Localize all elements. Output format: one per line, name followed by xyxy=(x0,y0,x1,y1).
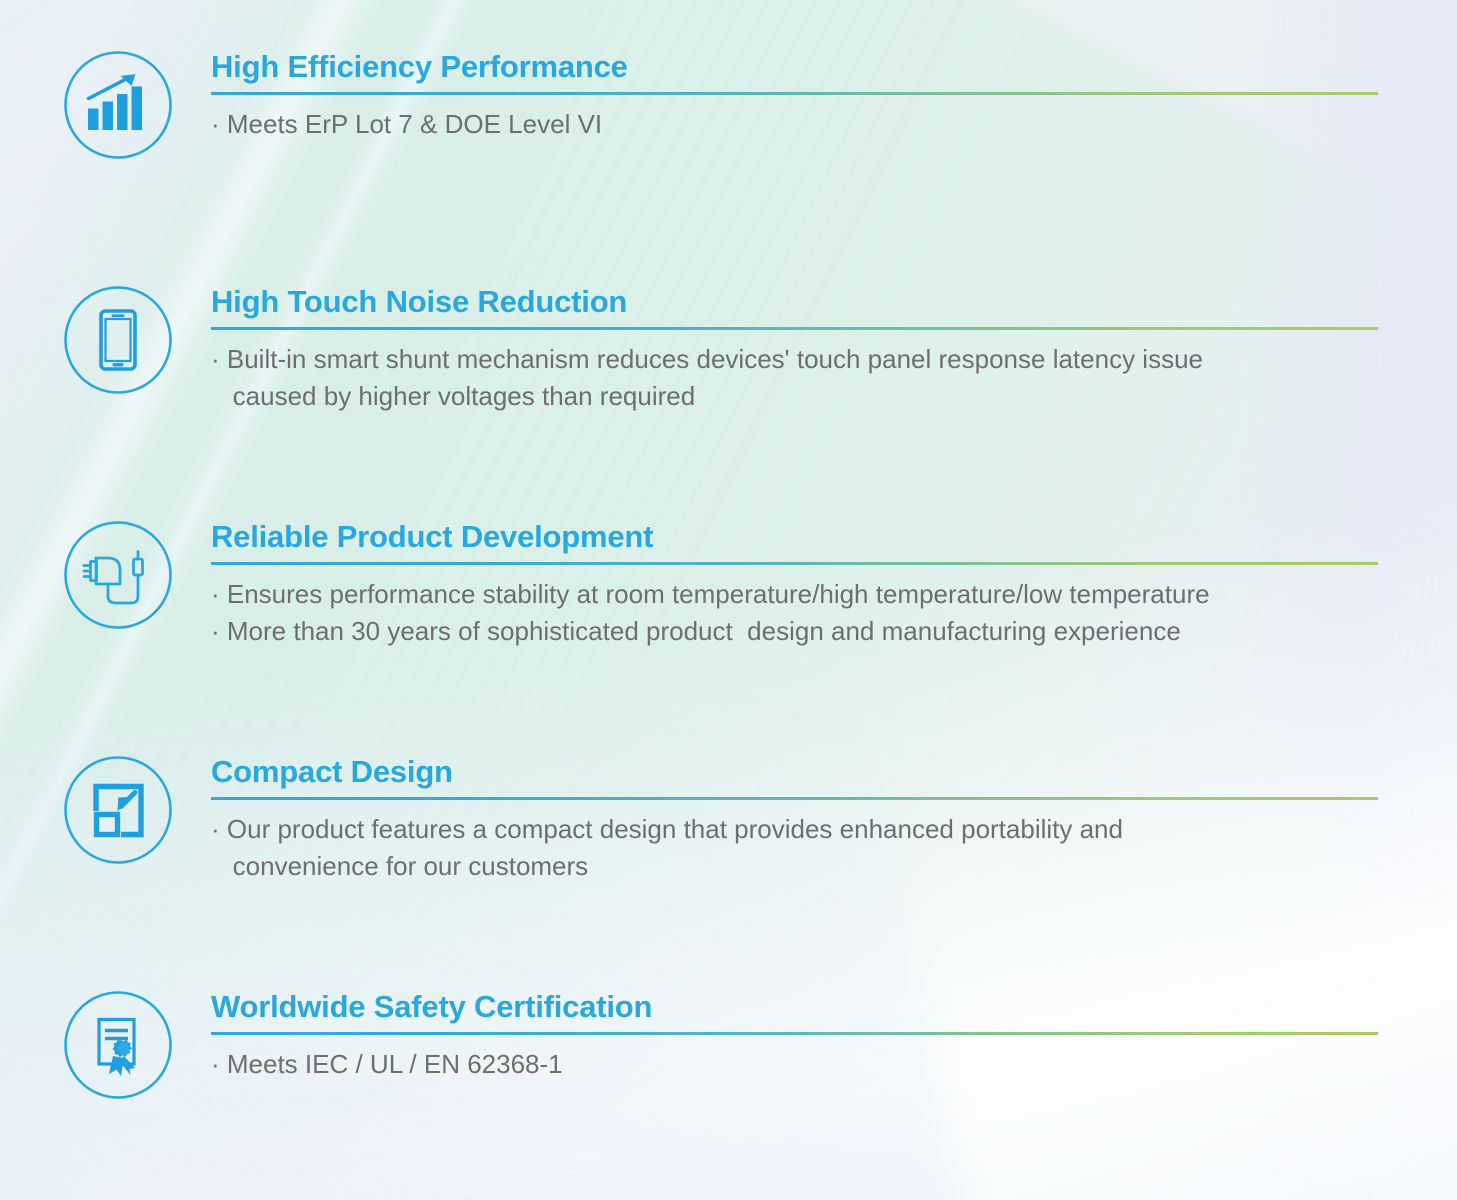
feature-body: High Efficiency Performance · Meets ErP … xyxy=(211,50,1381,143)
smartphone-icon xyxy=(63,285,173,395)
feature-title: Compact Design xyxy=(211,754,453,789)
feature-bullets: · Meets ErP Lot 7 & DOE Level VI xyxy=(211,106,1381,143)
feature-title: Worldwide Safety Certification xyxy=(211,989,653,1024)
feature-body: Worldwide Safety Certification · Meets I… xyxy=(211,990,1381,1083)
feature-bullet: · Meets IEC / UL / EN 62368-1 xyxy=(211,1049,563,1080)
feature-bullet: · Our product features a compact design … xyxy=(211,814,1123,845)
feature-title: Reliable Product Development xyxy=(211,519,654,554)
feature-title: High Touch Noise Reduction xyxy=(211,284,628,319)
compact-resize-icon xyxy=(63,755,173,865)
feature-bullet: · Ensures performance stability at room … xyxy=(211,579,1210,610)
power-adapter-icon xyxy=(63,520,173,630)
feature-divider xyxy=(211,92,1378,96)
certificate-seal-icon xyxy=(63,990,173,1100)
feature-divider xyxy=(211,327,1378,331)
feature-bullets: · Ensures performance stability at room … xyxy=(211,576,1381,650)
feature-title: High Efficiency Performance xyxy=(211,49,628,84)
feature-body: High Touch Noise Reduction · Built-in sm… xyxy=(211,285,1381,415)
feature-body: Reliable Product Development · Ensures p… xyxy=(211,520,1381,650)
feature-bullets: · Meets IEC / UL / EN 62368-1 xyxy=(211,1046,1381,1083)
feature-divider xyxy=(211,1032,1378,1036)
feature-body: Compact Design · Our product features a … xyxy=(211,755,1381,885)
feature-bullet: · Built-in smart shunt mechanism reduces… xyxy=(211,344,1203,375)
feature-bullet: · Meets ErP Lot 7 & DOE Level VI xyxy=(211,109,603,140)
feature-bullets: · Built-in smart shunt mechanism reduces… xyxy=(211,341,1381,415)
growth-bar-chart-icon xyxy=(63,50,173,160)
feature-bullet: caused by higher voltages than required xyxy=(211,381,696,412)
feature-bullet: convenience for our customers xyxy=(211,851,589,882)
feature-bullet: · More than 30 years of sophisticated pr… xyxy=(211,616,1181,647)
feature-divider xyxy=(211,562,1378,566)
feature-bullets: · Our product features a compact design … xyxy=(211,811,1381,885)
feature-divider xyxy=(211,797,1378,801)
